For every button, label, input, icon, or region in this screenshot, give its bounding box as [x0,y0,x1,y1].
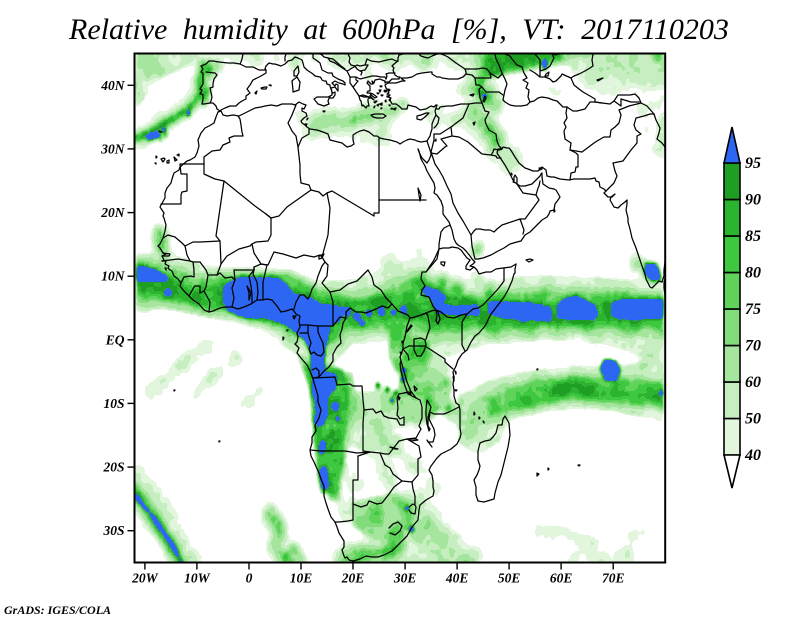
svg-text:50: 50 [745,411,761,428]
svg-text:10W: 10W [184,571,211,586]
svg-text:40N: 40N [100,78,126,93]
svg-text:90: 90 [745,192,761,209]
svg-text:0: 0 [246,571,253,586]
svg-text:40: 40 [744,447,761,464]
svg-text:10S: 10S [103,396,124,411]
svg-text:80: 80 [745,265,761,282]
svg-text:30S: 30S [102,523,124,538]
svg-text:20N: 20N [100,205,126,220]
svg-text:20E: 20E [341,571,365,586]
svg-text:GrADS: IGES/COLA: GrADS: IGES/COLA [4,603,111,617]
svg-text:10N: 10N [101,269,126,284]
svg-text:10E: 10E [290,571,313,586]
svg-text:30N: 30N [100,141,126,156]
svg-text:85: 85 [745,228,761,245]
svg-text:70: 70 [745,338,761,355]
svg-text:Relative humidity at 600hPa [%: Relative humidity at 600hPa [%], VT: 201… [68,13,729,46]
svg-text:EQ: EQ [105,332,125,347]
svg-text:95: 95 [745,155,761,172]
svg-text:30E: 30E [393,571,417,586]
svg-text:75: 75 [745,301,761,318]
svg-text:50E: 50E [498,571,521,586]
svg-text:20W: 20W [131,571,159,586]
svg-text:40E: 40E [445,571,469,586]
svg-text:60E: 60E [550,571,573,586]
svg-text:20S: 20S [102,460,124,475]
svg-text:70E: 70E [602,571,625,586]
svg-text:60: 60 [745,374,761,391]
